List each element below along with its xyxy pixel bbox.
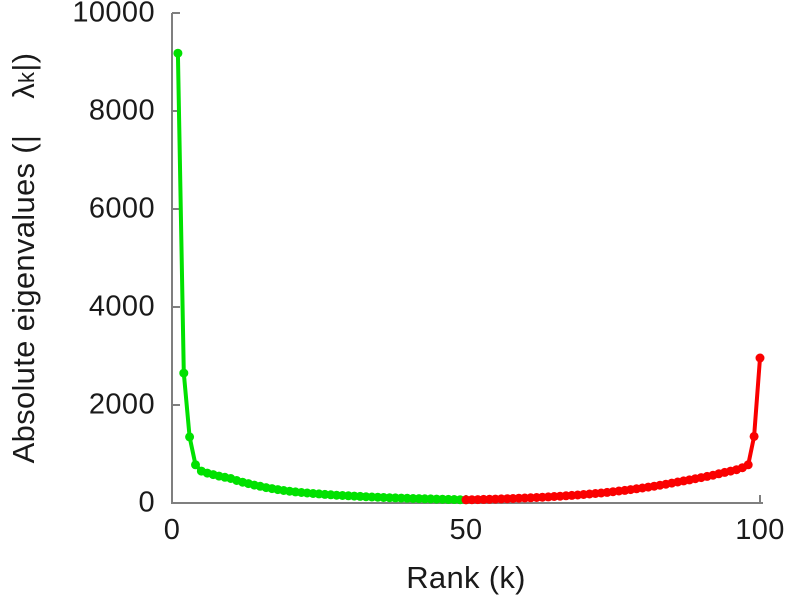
data-point-leading-eigenvalues-green	[185, 432, 195, 442]
data-point-trailing-eigenvalues-red	[749, 431, 759, 441]
y-axis-label-suffix: |)	[6, 52, 41, 72]
data-point-trailing-eigenvalues-red	[743, 460, 753, 470]
data-point-leading-eigenvalues-green	[191, 460, 200, 470]
lambda-symbol: λ	[6, 82, 41, 99]
x-axis-label: Rank (k)	[406, 560, 526, 595]
axis-lines	[171, 13, 763, 504]
data-point-trailing-eigenvalues-red	[755, 353, 765, 363]
y-axis-label-text: Absolute eigenvalues (|	[6, 134, 41, 464]
y-tick-label: 4000	[88, 290, 155, 323]
y-tick-label: 8000	[88, 94, 155, 127]
x-tick-label: 100	[735, 514, 785, 546]
y-axis-label: Absolute eigenvalues (| λ k |)	[6, 52, 41, 464]
data-point-leading-eigenvalues-green	[179, 368, 189, 378]
x-tick-label: 50	[449, 514, 483, 546]
data-point-leading-eigenvalues-green	[173, 48, 183, 58]
y-tick-label: 10000	[72, 0, 155, 29]
x-tick-label: 0	[163, 514, 181, 546]
series-line-leading-eigenvalues-green	[175, 51, 468, 502]
y-tick-label: 6000	[88, 192, 155, 225]
y-tick-label: 2000	[88, 388, 155, 421]
y-tick-label: 0	[138, 486, 155, 519]
